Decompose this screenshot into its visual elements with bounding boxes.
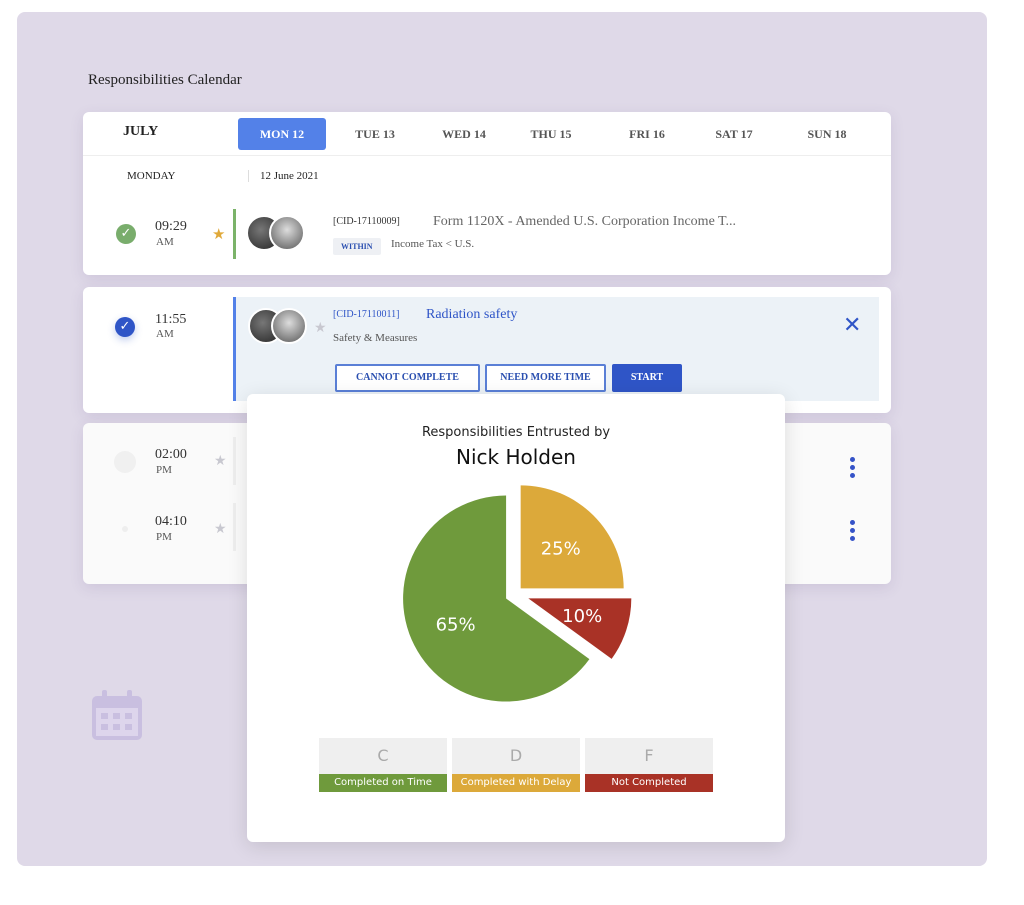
month-label: JULY	[123, 124, 159, 139]
legend-label: Not Completed	[585, 774, 713, 792]
legend-item-c: C Completed on Time	[319, 738, 447, 794]
need-more-time-button[interactable]: NEED MORE TIME	[485, 364, 606, 392]
status-bar	[233, 503, 236, 551]
task-title[interactable]: Form 1120X - Amended U.S. Corporation In…	[433, 214, 737, 229]
day-tab-mon[interactable]: MON 12	[238, 118, 326, 150]
task-category: Income Tax < U.S.	[391, 238, 475, 250]
task-cid: [CID-17110009]	[333, 216, 400, 227]
status-circle-icon[interactable]	[122, 526, 128, 532]
close-icon[interactable]: ✕	[843, 313, 862, 338]
day-tab-sat[interactable]: SAT 17	[715, 127, 753, 141]
pie-slice-label: 65%	[436, 614, 476, 635]
task-time: 02:00	[155, 447, 187, 462]
day-tab-thu[interactable]: THU 15	[530, 127, 572, 141]
pie-slice[interactable]	[520, 485, 624, 589]
task-ampm: PM	[156, 464, 172, 476]
day-tab-fri[interactable]: FRI 16	[629, 127, 665, 141]
legend-label: Completed on Time	[319, 774, 447, 792]
cannot-complete-button[interactable]: CANNOT COMPLETE	[335, 364, 480, 392]
task-time: 04:10	[155, 514, 187, 529]
legend-item-f: F Not Completed	[585, 738, 713, 794]
calendar-icon	[92, 690, 142, 740]
legend-item-d: D Completed with Delay	[452, 738, 580, 794]
task-time: 09:29	[155, 219, 187, 234]
task-cid: [CID-17110011]	[333, 309, 400, 320]
more-options-icon[interactable]	[850, 520, 856, 544]
weekday-label: MONDAY	[127, 170, 176, 182]
status-circle-icon[interactable]	[114, 451, 136, 473]
star-icon[interactable]: ★	[214, 454, 227, 469]
star-icon[interactable]: ★	[314, 321, 327, 336]
legend-grade: C	[319, 738, 447, 774]
star-icon[interactable]: ★	[212, 227, 226, 243]
calendar-card: JULY MON 12 TUE 13 WED 14 THU 15 FRI 16 …	[83, 112, 891, 275]
within-badge: WITHIN	[333, 238, 381, 255]
legend-label: Completed with Delay	[452, 774, 580, 792]
date-label: 12 June 2021	[248, 170, 319, 182]
status-bar	[233, 209, 236, 259]
task-ampm: AM	[156, 328, 174, 340]
avatar	[269, 215, 305, 251]
pie-slice[interactable]	[403, 495, 590, 702]
task-ampm: PM	[156, 531, 172, 543]
legend-grade: D	[452, 738, 580, 774]
page-title: Responsibilities Calendar	[88, 72, 242, 88]
completed-check-icon[interactable]: ✓	[116, 224, 136, 244]
task-ampm: AM	[156, 236, 174, 248]
day-tab-tue[interactable]: TUE 13	[355, 127, 395, 141]
popup-name: Nick Holden	[456, 445, 576, 469]
start-button[interactable]: START	[612, 364, 682, 392]
selected-check-icon[interactable]: ✓	[115, 317, 135, 337]
avatar	[271, 308, 307, 344]
more-options-icon[interactable]	[850, 457, 856, 481]
pie-slice-label: 25%	[541, 538, 581, 559]
legend-grade: F	[585, 738, 713, 774]
task-category: Safety & Measures	[333, 332, 418, 344]
popup-subtitle: Responsibilities Entrusted by	[421, 425, 611, 440]
status-bar	[233, 437, 236, 485]
selected-task-card: ✓ 11:55 AM ★ [CID-17110011] Radiation sa…	[83, 287, 891, 413]
task-time: 11:55	[155, 312, 187, 327]
day-tab-sun[interactable]: SUN 18	[807, 127, 847, 141]
week-bar: JULY MON 12 TUE 13 WED 14 THU 15 FRI 16 …	[83, 112, 891, 156]
task-title[interactable]: Radiation safety	[426, 307, 518, 322]
pie-slice-label: 10%	[562, 606, 602, 627]
responsibility-chart-popup: Responsibilities Entrusted by Nick Holde…	[247, 394, 785, 842]
day-tab-wed[interactable]: WED 14	[442, 127, 486, 141]
pie-chart: 65% 25% 10%	[403, 485, 632, 702]
star-icon[interactable]: ★	[214, 522, 227, 537]
pie-slice[interactable]	[528, 598, 632, 659]
